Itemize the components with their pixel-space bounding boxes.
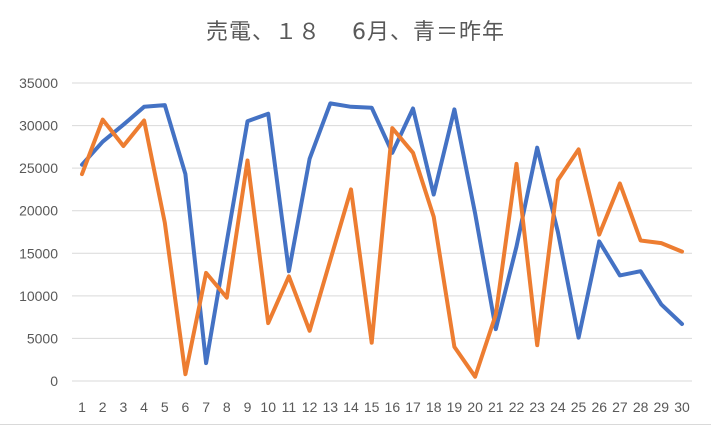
y-tick-label: 10000 [19, 288, 58, 304]
x-tick-label: 21 [488, 399, 504, 415]
x-tick-label: 6 [182, 399, 190, 415]
x-tick-label: 5 [161, 399, 169, 415]
x-tick-label: 17 [405, 399, 421, 415]
x-tick-label: 22 [509, 399, 525, 415]
x-tick-label: 18 [426, 399, 442, 415]
bottom-divider [0, 424, 711, 425]
x-tick-label: 16 [385, 399, 401, 415]
y-tick-label: 35000 [19, 75, 58, 91]
y-tick-label: 25000 [19, 160, 58, 176]
x-tick-label: 24 [550, 399, 566, 415]
x-tick-label: 11 [282, 399, 297, 415]
x-tick-label: 2 [99, 399, 107, 415]
x-tick-label: 1 [78, 399, 86, 415]
x-tick-label: 20 [467, 399, 483, 415]
x-tick-label: 9 [244, 399, 252, 415]
x-tick-label: 27 [612, 399, 628, 415]
series-line-1 [80, 101, 684, 366]
y-tick-label: 15000 [19, 245, 58, 261]
x-tick-label: 4 [140, 399, 148, 415]
y-tick-label: 20000 [19, 203, 58, 219]
x-tick-label: 3 [119, 399, 127, 415]
x-tick-label: 7 [202, 399, 210, 415]
x-tick-label: 13 [322, 399, 338, 415]
x-tick-label: 25 [571, 399, 587, 415]
x-tick-label: 14 [343, 399, 359, 415]
y-tick-label: 0 [50, 373, 58, 389]
x-tick-label: 29 [654, 399, 670, 415]
x-tick-label: 28 [633, 399, 649, 415]
x-tick-label: 19 [447, 399, 463, 415]
y-tick-label: 5000 [27, 330, 58, 346]
chart-title: 売電、１８ 6月、青＝昨年 [206, 20, 505, 45]
x-tick-label: 8 [223, 399, 231, 415]
x-tick-label: 26 [591, 399, 607, 415]
y-tick-label: 30000 [19, 118, 58, 134]
x-tick-label: 10 [260, 399, 276, 415]
x-tick-label: 23 [529, 399, 545, 415]
x-tick-label: 12 [302, 399, 318, 415]
series-line-2 [80, 117, 684, 379]
x-tick-label: 30 [674, 399, 690, 415]
x-tick-label: 15 [364, 399, 380, 415]
